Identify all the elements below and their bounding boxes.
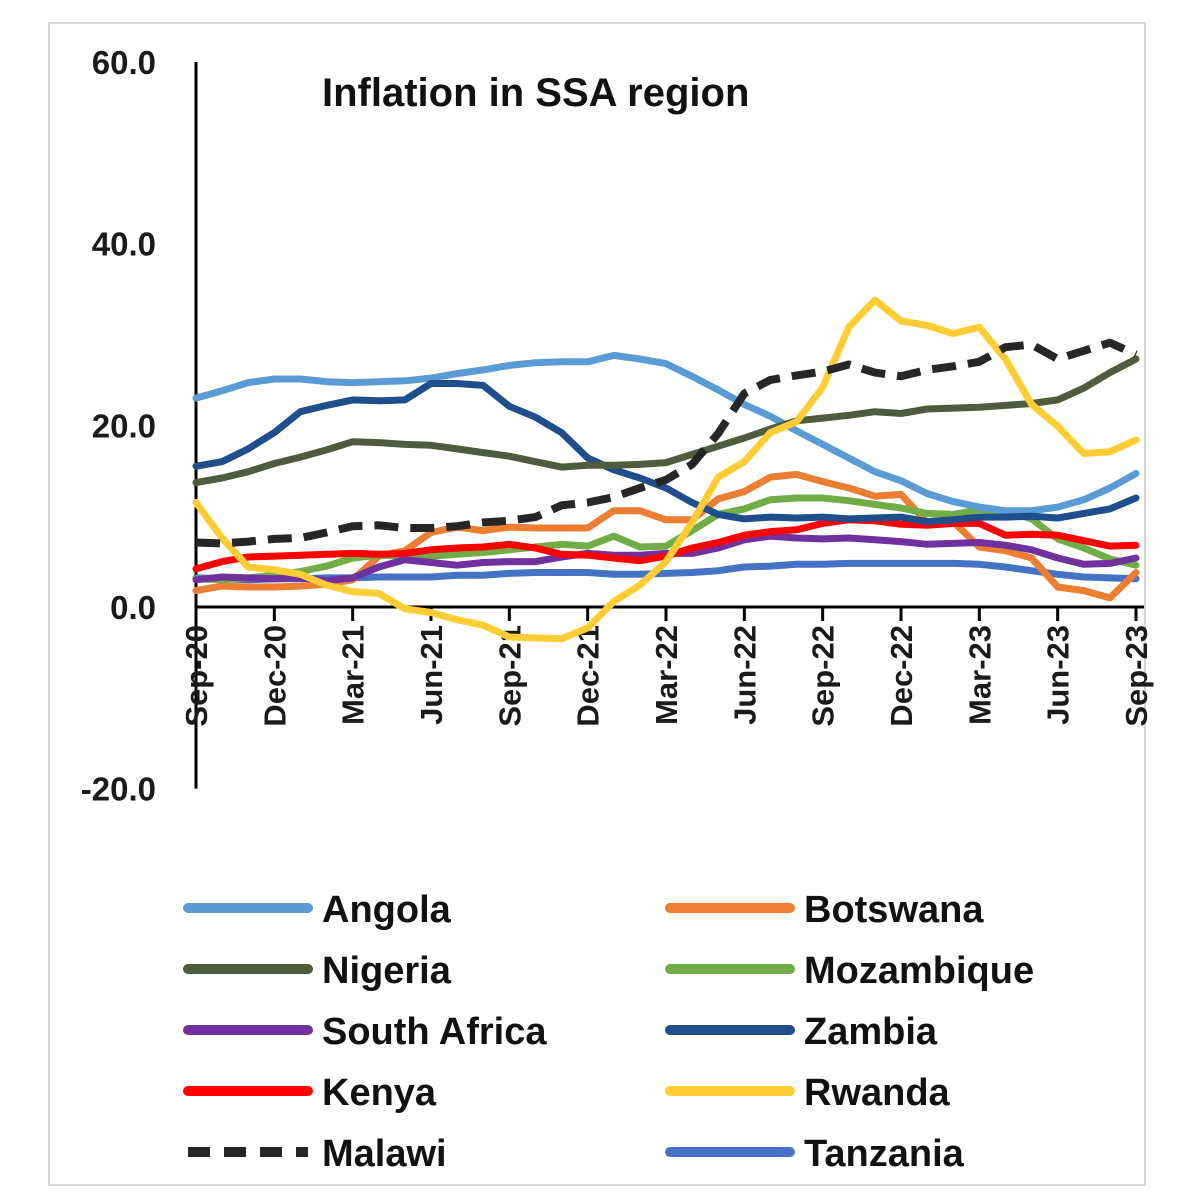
axes: 60.0 40.0 20.0 0.0 -20.0 Sep-20 Dec-20 Mar-21 Ju… [81,44,1154,808]
series-line-angola [192,351,1140,515]
chart-title: Inflation in SSA region [322,71,749,115]
legend-label: Tanzania [804,1133,965,1175]
x-tick-label: Mar-23 [962,625,997,725]
y-tick-label: -20.0 [81,771,156,808]
series-line-nigeria [192,355,1140,487]
legend-item-rwanda: Rwanda [665,1072,951,1114]
legend-label: Kenya [322,1072,437,1114]
x-tick-label: Sep-21 [492,625,527,727]
legend-item-south-africa: South Africa [183,1011,547,1053]
x-tick-label: Dec-20 [257,625,292,727]
x-tick-label: Sep-22 [806,625,841,727]
legend-label: Angola [322,889,452,931]
x-tick-label: Sep-20 [179,625,214,727]
legend-item-angola: Angola [183,889,452,931]
series-line-malawi [195,338,1138,548]
series-layer [192,296,1140,643]
legend-item-tanzania: Tanzania [665,1133,965,1175]
legend-item-mozambique: Mozambique [665,950,1034,992]
legend-label: South Africa [322,1011,547,1053]
series-line-zambia [192,380,1140,526]
y-tick-label: 40.0 [92,226,156,263]
legend-item-zambia: Zambia [665,1011,938,1053]
legend-item-botswana: Botswana [665,889,984,931]
legend-item-kenya: Kenya [183,1072,437,1114]
y-tick-label: 60.0 [92,44,156,81]
x-tick-label: Dec-22 [884,625,919,727]
legend-label: Rwanda [804,1072,951,1114]
x-tick-label: Mar-21 [336,625,371,725]
legend-item-nigeria: Nigeria [183,950,452,992]
x-tick-label: Dec-21 [571,625,606,727]
legend-label: Malawi [322,1133,447,1175]
x-tick-label: Jun-23 [1041,625,1076,725]
y-tick-label: 0.0 [110,589,156,626]
legend-label: Botswana [804,889,984,931]
y-tick-label: 20.0 [92,407,156,444]
x-tick-label: Mar-22 [649,625,684,725]
series-line-rwanda [192,296,1140,643]
legend-item-malawi: Malawi [188,1133,447,1175]
legend-label: Zambia [804,1011,938,1053]
legend: Angola Botswana Nigeria Mozambique South Afr… [183,889,1034,1175]
x-tick-label: Jun-21 [414,625,449,725]
x-tick-label: Jun-22 [727,625,762,725]
legend-label: Nigeria [322,950,452,992]
legend-label: Mozambique [804,950,1034,992]
chart-frame [48,22,1146,1186]
x-tick-label: Sep-23 [1119,625,1154,727]
